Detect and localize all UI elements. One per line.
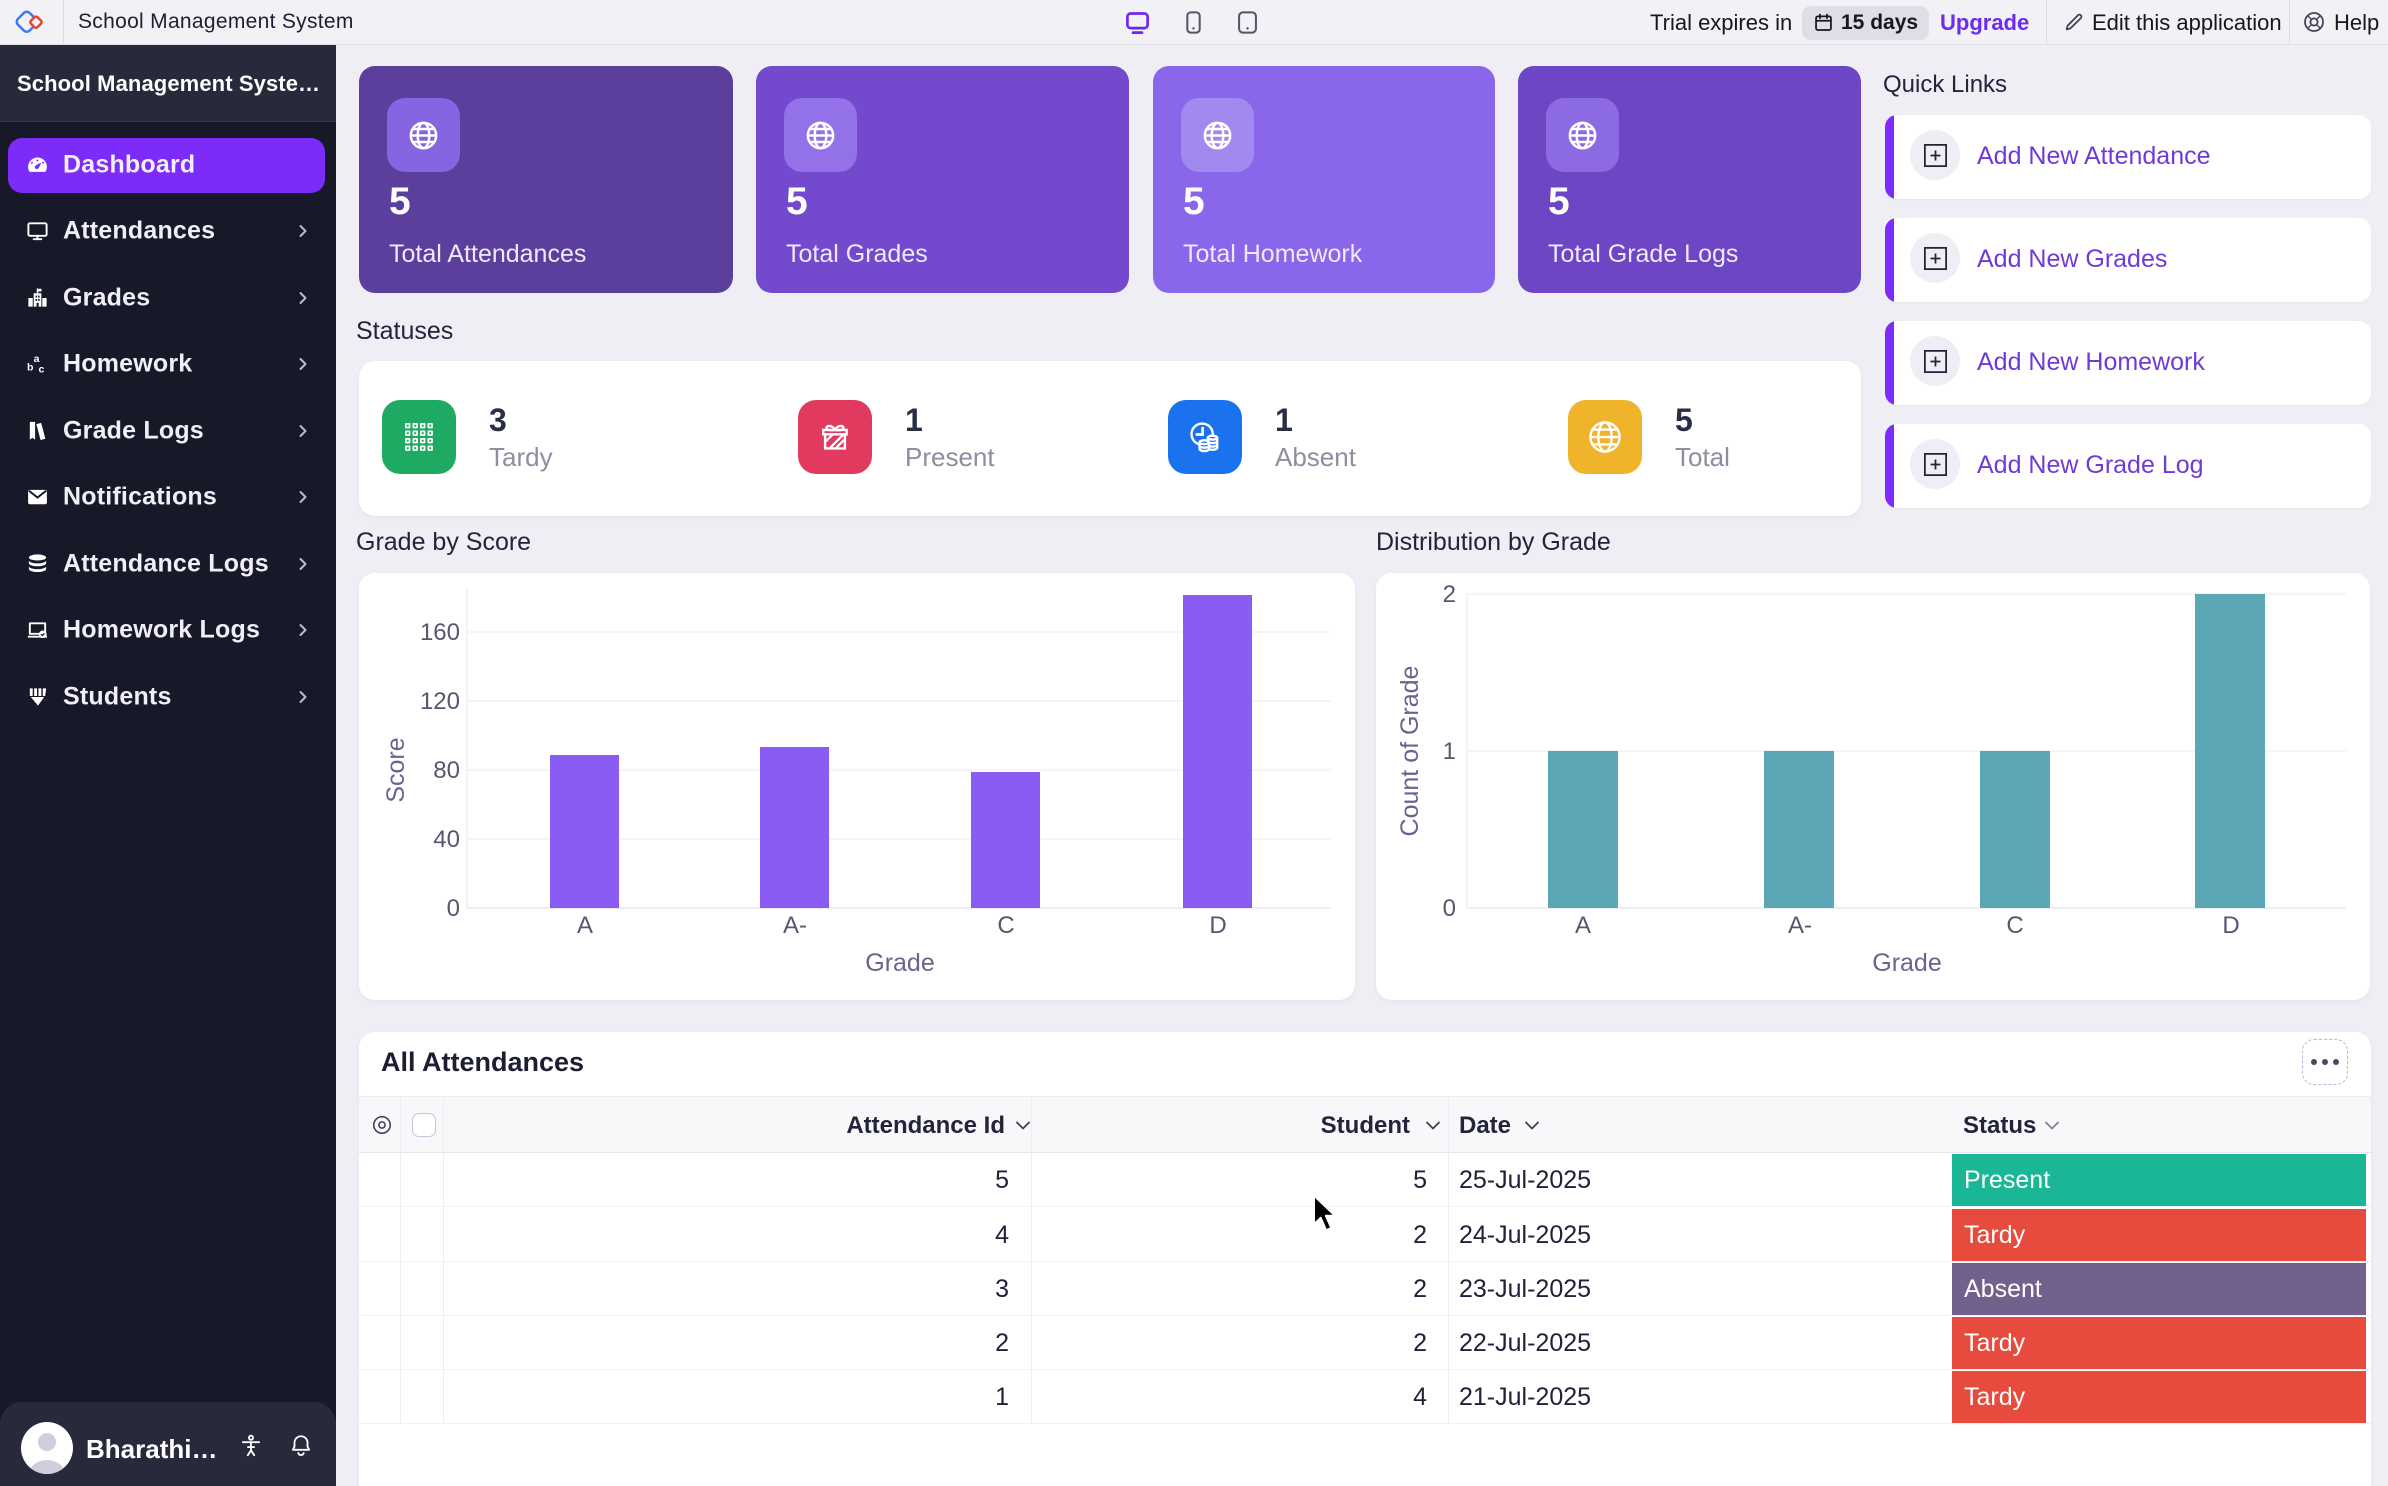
svg-text:80: 80 [433, 757, 460, 784]
svg-text:160: 160 [420, 619, 460, 646]
svg-text:40: 40 [433, 826, 460, 853]
svg-text:1: 1 [1443, 738, 1456, 765]
svg-text:Count of Grade: Count of Grade [1396, 666, 1424, 837]
svg-text:A: A [577, 912, 593, 939]
svg-text:A-: A- [783, 912, 807, 939]
svg-text:D: D [2222, 912, 2239, 939]
svg-text:120: 120 [420, 688, 460, 715]
svg-text:a: a [34, 353, 40, 365]
svg-text:Grade: Grade [865, 949, 934, 977]
svg-text:C: C [997, 912, 1014, 939]
svg-text:c: c [38, 363, 44, 375]
svg-text:A: A [1575, 912, 1591, 939]
svg-text:0: 0 [1443, 895, 1456, 922]
svg-text:2: 2 [1443, 581, 1456, 608]
svg-text:b: b [27, 361, 33, 373]
svg-text:Score: Score [382, 737, 410, 802]
svg-text:0: 0 [447, 895, 460, 922]
svg-text:C: C [2006, 912, 2023, 939]
svg-text:D: D [1209, 912, 1226, 939]
svg-text:Grade: Grade [1872, 949, 1941, 977]
svg-text:A-: A- [1788, 912, 1812, 939]
